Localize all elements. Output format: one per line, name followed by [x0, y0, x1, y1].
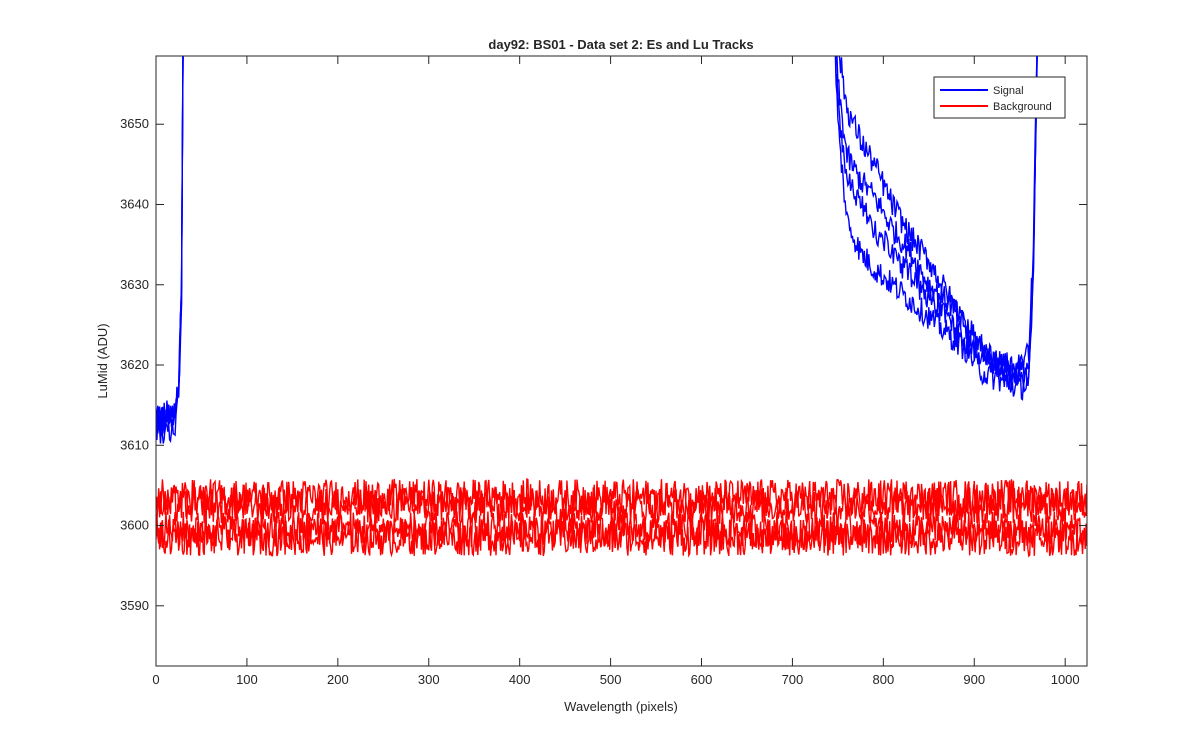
x-tick-label: 700 — [782, 672, 804, 687]
y-tick-label: 3640 — [120, 196, 149, 211]
y-tick-label: 3630 — [120, 277, 149, 292]
x-tick-label: 1000 — [1051, 672, 1080, 687]
legend-background-label: Background — [993, 101, 1052, 113]
x-tick-label: 500 — [600, 672, 622, 687]
y-tick-label: 3590 — [120, 598, 149, 613]
plot-frame — [155, 55, 1088, 667]
signal-track-4 — [156, 56, 1038, 429]
x-tick-label: 200 — [327, 672, 349, 687]
y-tick-label: 3620 — [120, 357, 149, 372]
x-tick-label: 600 — [691, 672, 713, 687]
x-tick-label: 800 — [872, 672, 894, 687]
signal-track-2 — [156, 56, 1038, 444]
chart-title: day92: BS01 - Data set 2: Es and Lu Trac… — [488, 37, 753, 52]
signal-track-3 — [156, 56, 1038, 441]
legend-signal-label: Signal — [993, 85, 1024, 97]
y-tick-label: 3610 — [120, 437, 149, 452]
y-tick-label: 3600 — [120, 518, 149, 533]
x-tick-label: 100 — [236, 672, 258, 687]
y-tick-label: 3650 — [120, 116, 149, 131]
x-tick-label: 400 — [509, 672, 531, 687]
legend-box — [933, 76, 1066, 119]
x-tick-label: 300 — [418, 672, 440, 687]
signal-track-1 — [156, 56, 1038, 429]
series-layer — [156, 56, 1087, 558]
x-tick-label: 900 — [963, 672, 985, 687]
ticks-layer: 0 100 200 300 400 500 600 700 800 900 1000 3590 3600… — [120, 56, 1087, 687]
plot-background — [156, 56, 1087, 666]
legend: Signal Background — [933, 76, 1066, 119]
background-track-1 — [156, 477, 1087, 518]
y-axis-label: LuMid (ADU) — [95, 323, 110, 398]
x-axis-label: Wavelength (pixels) — [564, 699, 678, 714]
background-track-4 — [156, 517, 1087, 558]
x-tick-label: 0 — [152, 672, 159, 687]
